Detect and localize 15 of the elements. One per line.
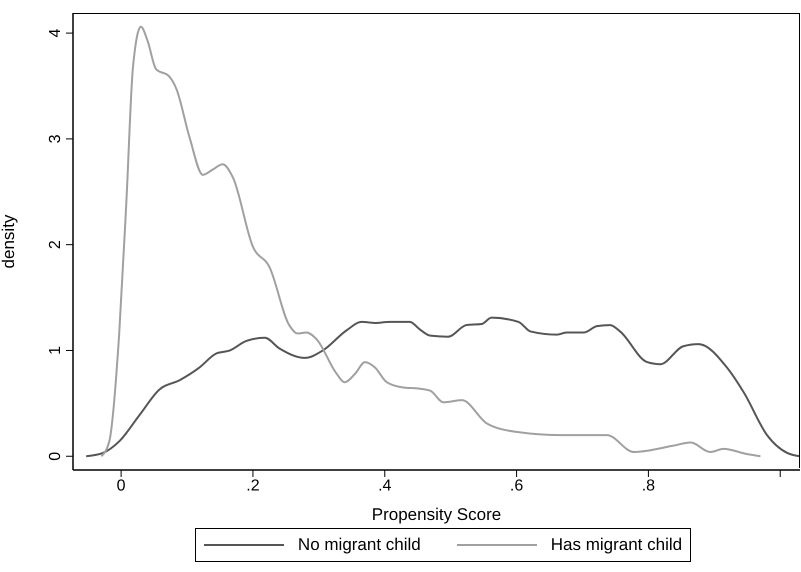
legend-label: No migrant child	[298, 535, 421, 555]
x-tick-label: .4	[378, 477, 392, 494]
line-series	[85, 316, 800, 458]
y-tick-label: 0	[47, 452, 64, 461]
x-tick-label: .6	[510, 477, 524, 494]
legend-label: Has migrant child	[550, 535, 682, 555]
x-tick-label: .2	[246, 477, 260, 494]
x-tick-label: 0	[116, 477, 126, 494]
y-tick-label: 4	[47, 28, 64, 38]
x-tick-label: .8	[642, 477, 656, 494]
y-tick-label: 3	[47, 134, 64, 144]
y-tick-label: 2	[47, 240, 64, 250]
y-axis-title: density	[0, 214, 18, 268]
y-tick-label: 1	[47, 346, 64, 355]
x-axis-title: Propensity Score	[372, 505, 502, 524]
